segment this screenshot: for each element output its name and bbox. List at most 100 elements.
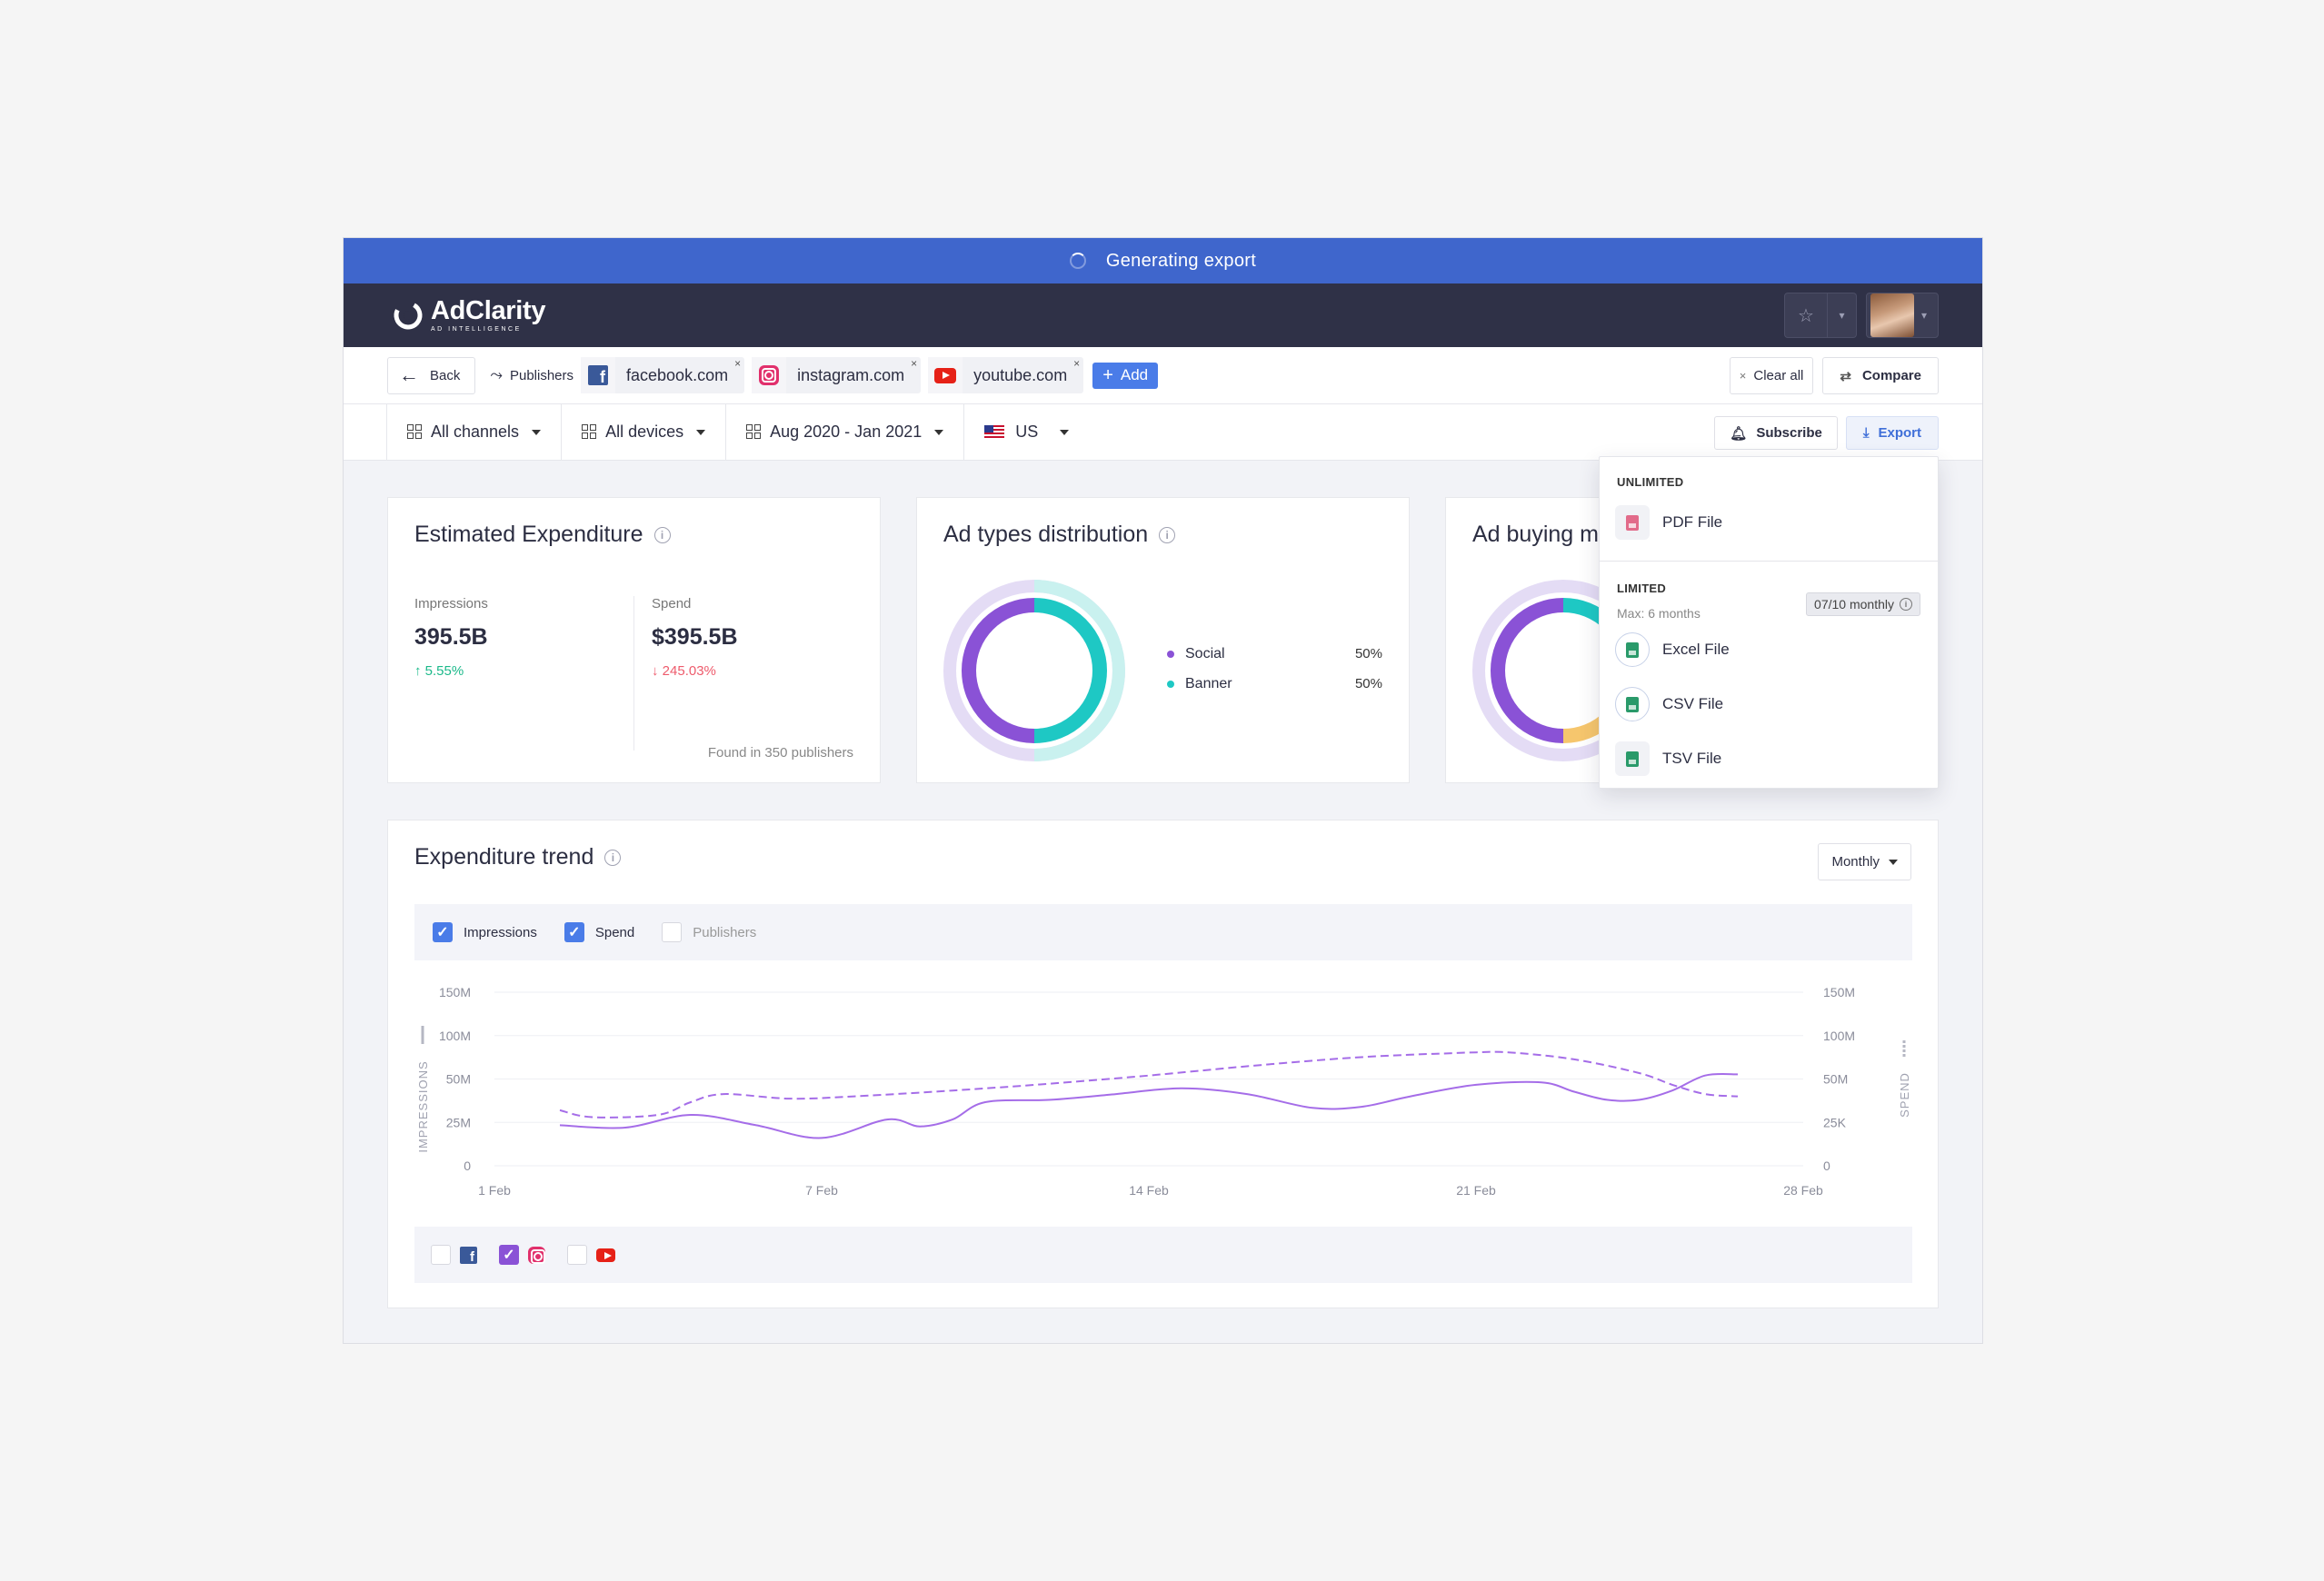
info-icon[interactable]: i	[604, 849, 622, 866]
legend-social: Social	[1167, 646, 1225, 662]
instagram-source-toggle[interactable]: ✓	[499, 1245, 545, 1265]
y-tick-label-right: 25K	[1823, 1115, 1847, 1129]
publisher-chip-youtube[interactable]: youtube.com ×	[928, 357, 1084, 393]
spend-series-line	[559, 1050, 1739, 1119]
excel-label: Excel File	[1662, 641, 1730, 658]
favorites-dropdown-button[interactable]: ▾	[1828, 293, 1857, 338]
back-button[interactable]: ← Back	[387, 356, 476, 394]
estimated-expenditure-card: Estimated Expenditure i Impressions 395.…	[387, 497, 881, 783]
publishers-checkbox[interactable]: Publishers	[662, 922, 756, 942]
excel-file-icon	[1615, 632, 1650, 667]
publisher-chip-instagram[interactable]: instagram.com ×	[752, 357, 922, 393]
compare-label: Compare	[1861, 368, 1921, 383]
close-icon[interactable]: ×	[911, 357, 918, 370]
y-tick-label-right: 50M	[1823, 1072, 1848, 1087]
ad-types-title: Ad types distribution	[943, 522, 1149, 547]
legend-dot	[1167, 681, 1174, 688]
legend-social-pct: 50%	[1354, 646, 1382, 661]
close-icon[interactable]: ×	[734, 357, 742, 370]
channels-value: All channels	[431, 423, 520, 441]
chevron-down-icon: ▾	[1921, 309, 1928, 322]
date-range-filter[interactable]: Aug 2020 - Jan 2021	[725, 403, 963, 461]
quota-text: 07/10 monthly	[1814, 597, 1894, 612]
spend-checkbox[interactable]: ✓ Spend	[564, 922, 634, 942]
csv-file-icon	[1615, 687, 1650, 721]
close-icon[interactable]: ×	[1073, 357, 1081, 370]
granularity-select[interactable]: Monthly	[1818, 843, 1911, 880]
publishers-link[interactable]: ⤳ Publishers	[490, 366, 574, 384]
limited-heading: LIMITED	[1617, 582, 1667, 595]
export-menu: UNLIMITED PDF File LIMITED Max: 6 months…	[1599, 456, 1939, 789]
subscribe-button[interactable]: 🔔︎ Subscribe	[1714, 416, 1838, 450]
legend-dot	[1167, 651, 1174, 658]
limited-note: Max: 6 months	[1617, 606, 1701, 621]
top-navigation: AdClarity AD INTELLIGENCE ☆ ▾ ▾	[344, 283, 1982, 347]
chip-label: youtube.com	[973, 365, 1068, 384]
export-csv-option[interactable]: CSV File	[1615, 687, 1723, 721]
grid-icon	[407, 424, 422, 440]
user-menu-button[interactable]: ▾	[1866, 293, 1939, 338]
export-label: Export	[1878, 425, 1921, 441]
quota-badge: 07/10 monthly i	[1806, 592, 1920, 616]
compare-button[interactable]: ⇄ Compare	[1822, 357, 1939, 394]
clear-all-button[interactable]: × Clear all	[1729, 357, 1814, 394]
chevron-down-icon	[934, 429, 944, 435]
expenditure-trend-card: Expenditure trend i Monthly ✓ Impression…	[387, 820, 1939, 1308]
app-logo[interactable]: AdClarity AD INTELLIGENCE	[391, 298, 546, 333]
info-icon[interactable]: i	[653, 526, 671, 543]
granularity-value: Monthly	[1831, 854, 1880, 870]
card-title: Estimated Expenditure i	[414, 522, 671, 548]
impressions-value: 395.5B	[414, 624, 488, 650]
divider	[633, 596, 634, 751]
facebook-source-toggle[interactable]: f	[431, 1245, 477, 1265]
x-tick-label: 28 Feb	[1783, 1183, 1823, 1198]
banner-text: Generating export	[1105, 250, 1257, 271]
instagram-icon	[759, 365, 780, 385]
favorites-button[interactable]: ☆	[1784, 293, 1828, 338]
plus-icon: +	[1102, 364, 1113, 385]
legend-label: Social	[1185, 646, 1225, 661]
metric-label: Publishers	[693, 924, 757, 940]
devices-filter[interactable]: All devices	[561, 403, 725, 461]
date-range-value: Aug 2020 - Jan 2021	[770, 423, 923, 441]
expenditure-trend-chart: 0 0 25M 25K 50M 50M 100M 100M 150M 150M 1 Feb 7 Feb…	[416, 985, 1911, 1198]
unlimited-heading: UNLIMITED	[1617, 475, 1684, 489]
checkmark-icon: ✓	[433, 922, 453, 942]
csv-label: CSV File	[1662, 695, 1724, 712]
youtube-source-toggle[interactable]	[567, 1245, 615, 1265]
info-icon[interactable]: i	[1900, 598, 1912, 611]
checkmark-icon: ✓	[564, 922, 584, 942]
export-pdf-option[interactable]: PDF File	[1615, 505, 1722, 540]
legend-banner-pct: 50%	[1354, 676, 1382, 691]
arrow-down-icon: ↓	[652, 663, 659, 679]
x-tick-label: 21 Feb	[1456, 1183, 1496, 1198]
impressions-delta-value: 5.55%	[424, 663, 464, 679]
chip-label: instagram.com	[797, 365, 905, 384]
checkbox-empty-icon	[431, 1245, 451, 1265]
country-filter[interactable]: US	[963, 403, 1091, 461]
export-status-banner: Generating export	[344, 238, 1982, 283]
impressions-delta: ↑ 5.55%	[414, 663, 488, 679]
info-icon[interactable]: i	[1159, 526, 1176, 543]
found-in-publishers: Found in 350 publishers	[707, 745, 853, 761]
publisher-chip-facebook[interactable]: f facebook.com ×	[581, 357, 745, 393]
y-tick-label-right: 150M	[1823, 985, 1855, 999]
right-axis-title: SPEND	[1898, 1072, 1911, 1118]
facebook-icon: f	[588, 365, 609, 385]
export-tsv-option[interactable]: TSV File	[1615, 741, 1721, 776]
impressions-stat: Impressions 395.5B ↑ 5.55%	[414, 596, 488, 679]
tsv-file-icon	[1615, 741, 1650, 776]
spend-stat: Spend $395.5B ↓ 245.03%	[652, 596, 738, 679]
y-tick-label-right: 0	[1823, 1158, 1830, 1173]
impressions-checkbox[interactable]: ✓ Impressions	[433, 922, 537, 942]
us-flag-icon	[984, 424, 1005, 440]
export-button[interactable]: ⤓ Export	[1845, 416, 1939, 450]
channels-filter[interactable]: All channels	[386, 403, 561, 461]
add-publisher-button[interactable]: + Add	[1092, 362, 1159, 389]
checkbox-empty-icon	[567, 1245, 587, 1265]
chevron-down-icon	[532, 429, 542, 435]
export-excel-option[interactable]: Excel File	[1615, 632, 1730, 667]
arrow-up-icon: ↑	[414, 663, 422, 679]
bell-icon: 🔔︎	[1730, 425, 1748, 442]
avatar	[1870, 293, 1914, 337]
